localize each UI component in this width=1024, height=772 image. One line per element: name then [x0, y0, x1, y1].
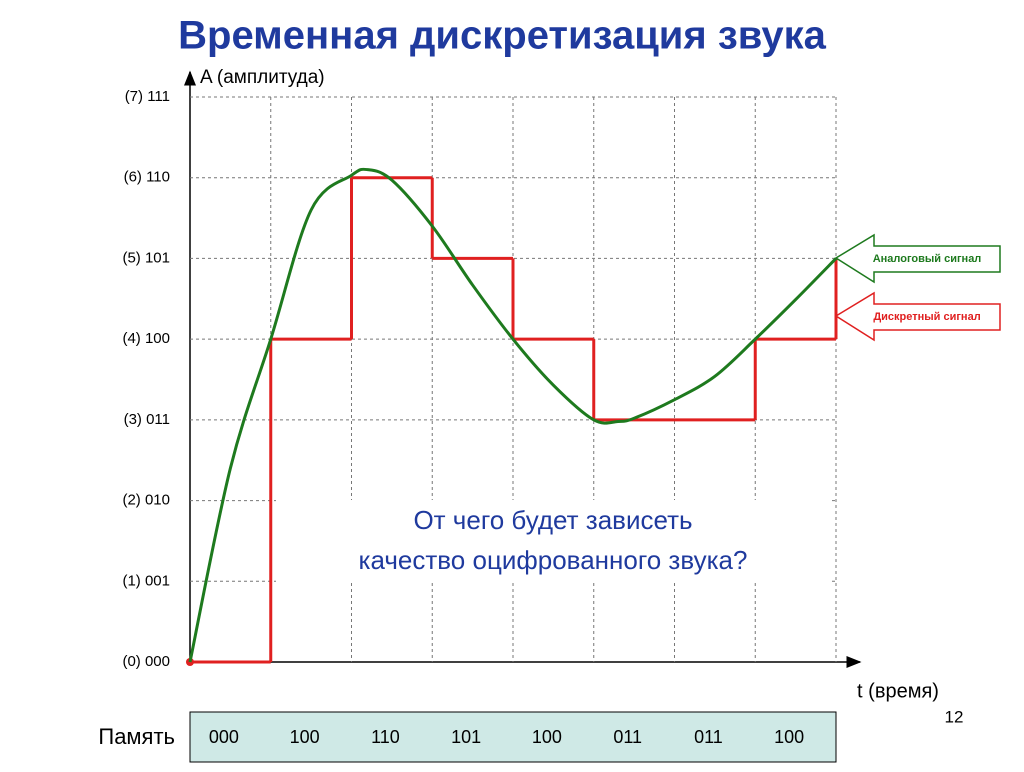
- y-axis-label: A (амплитуда): [200, 67, 325, 88]
- memory-cell: 101: [451, 727, 481, 747]
- question-line: От чего будет зависеть: [413, 505, 692, 535]
- legend-arrow: [834, 233, 1001, 284]
- analog-line: [188, 167, 838, 663]
- memory-cell: 011: [613, 727, 642, 747]
- y-tick-label: (0) 000: [122, 653, 170, 670]
- page-number: 12: [945, 707, 964, 726]
- memory-cell: 110: [371, 727, 400, 747]
- y-tick-label: (2) 010: [122, 492, 170, 509]
- memory-label: Память: [98, 724, 175, 749]
- memory-box: [189, 711, 837, 763]
- y-tick-label: (1) 001: [122, 572, 170, 589]
- title: Временная дискретизация звука: [178, 14, 826, 58]
- question-bg: [276, 500, 832, 582]
- legend-arrow: [834, 291, 1001, 342]
- y-tick-label: (4) 100: [122, 330, 170, 347]
- memory-cell: 011: [694, 727, 723, 747]
- y-tick-label: (3) 011: [124, 411, 170, 428]
- memory-cell: 100: [774, 727, 804, 747]
- memory-cell: 000: [209, 727, 239, 747]
- y-tick-label: (6) 110: [124, 169, 170, 186]
- question-line: качество оцифрованного звука?: [359, 545, 748, 575]
- x-axis-label: t (время): [857, 680, 939, 702]
- legend-entry: Аналоговый сигнал: [873, 253, 982, 265]
- memory-cell: 100: [290, 727, 320, 747]
- question: От чего будет зависеть качество оцифрова…: [276, 500, 832, 582]
- y-tick-label: (7) 111: [125, 88, 170, 105]
- y-tick-label: (5) 101: [122, 249, 170, 266]
- legend-entry: Дискретный сигнал: [873, 311, 980, 323]
- memory-cell: 100: [532, 727, 562, 747]
